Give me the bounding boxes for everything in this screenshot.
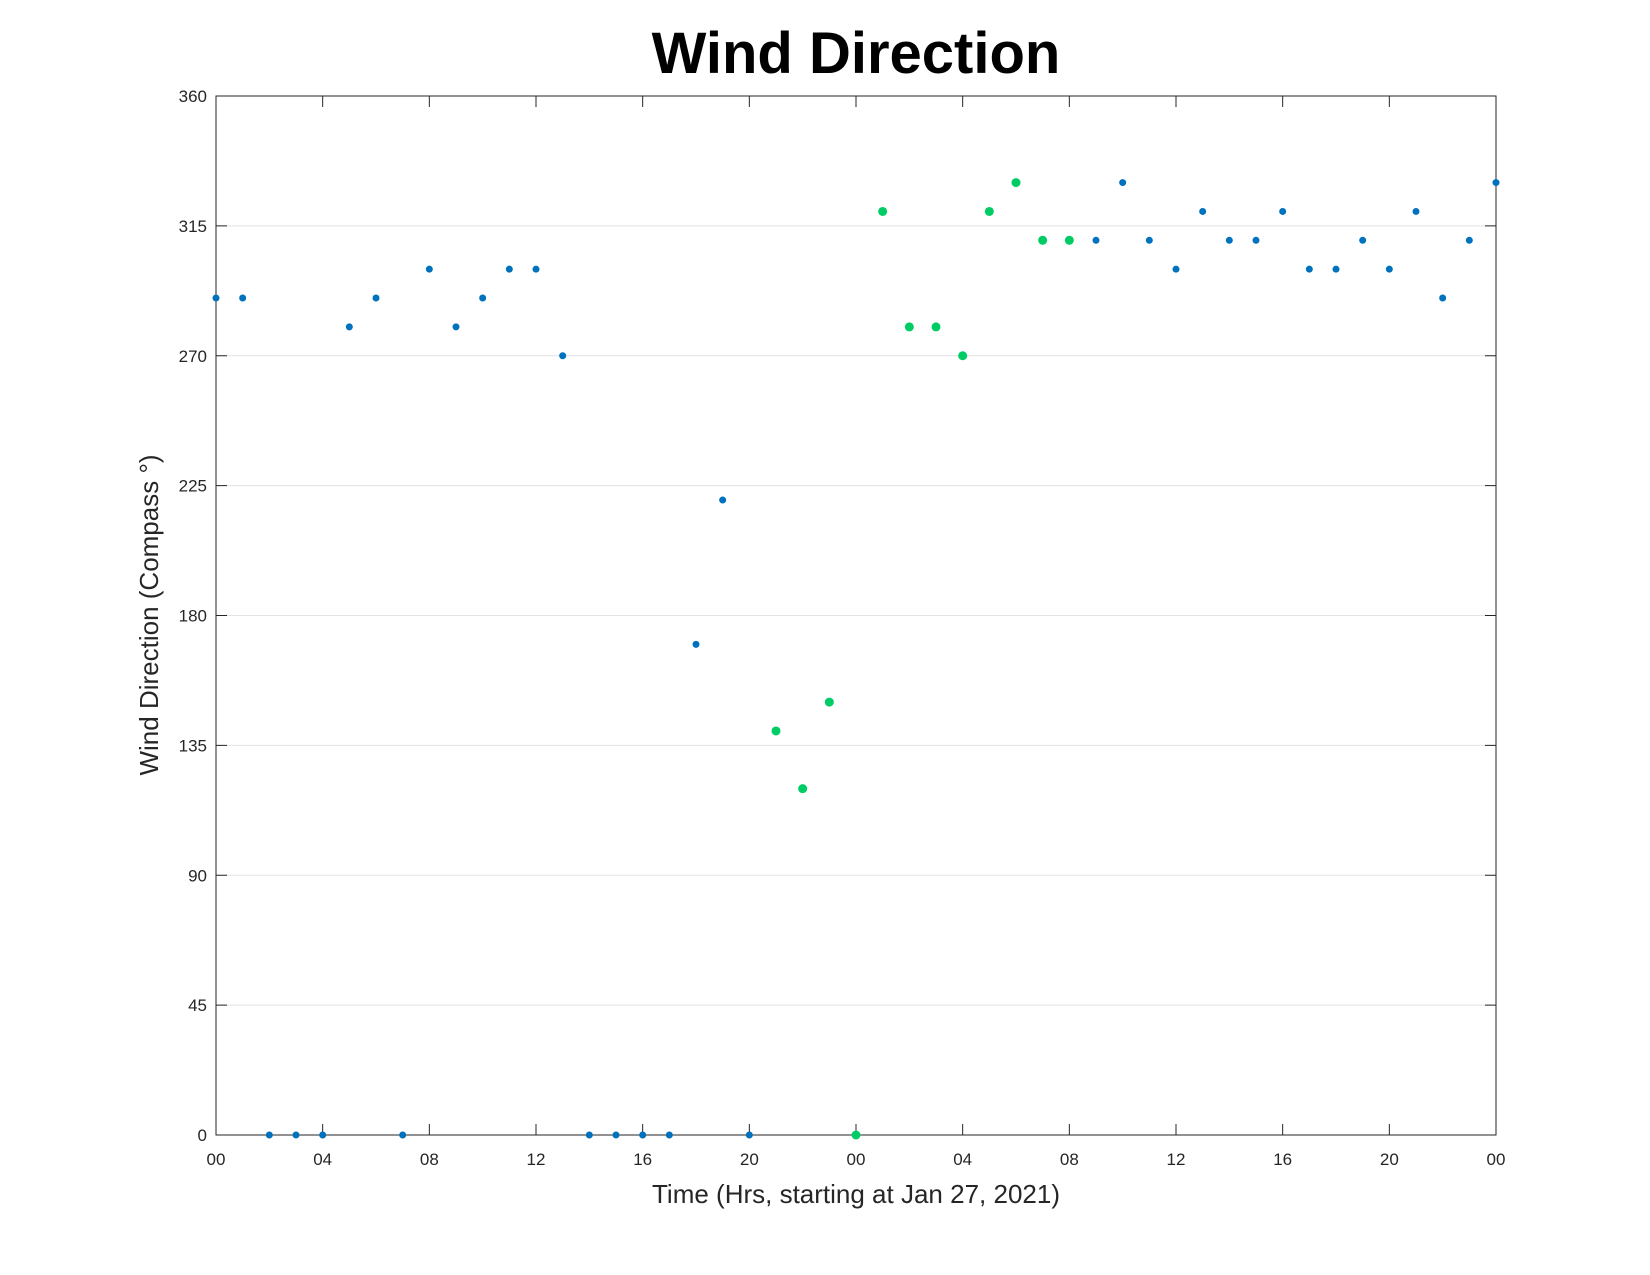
y-tick-label: 180 xyxy=(179,607,207,626)
data-point xyxy=(1038,235,1048,245)
data-point xyxy=(425,265,433,273)
data-point xyxy=(532,265,540,273)
x-tick-label: 04 xyxy=(313,1150,332,1169)
data-point xyxy=(1145,236,1153,244)
data-point xyxy=(479,294,487,302)
data-point xyxy=(1332,265,1340,273)
data-point xyxy=(1119,179,1127,187)
y-tick-label: 270 xyxy=(179,347,207,366)
data-point xyxy=(585,1131,593,1139)
data-point xyxy=(771,726,781,736)
data-point xyxy=(1279,207,1287,215)
x-tick-label: 00 xyxy=(207,1150,226,1169)
data-point xyxy=(878,206,888,216)
x-tick-label: 08 xyxy=(1060,1150,1079,1169)
data-point xyxy=(1305,265,1313,273)
data-point xyxy=(1412,207,1420,215)
x-tick-label: 00 xyxy=(1487,1150,1506,1169)
x-tick-label: 04 xyxy=(953,1150,972,1169)
x-tick-label: 12 xyxy=(527,1150,546,1169)
x-tick-label: 00 xyxy=(847,1150,866,1169)
data-point xyxy=(904,322,914,332)
x-axis-label: Time (Hrs, starting at Jan 27, 2021) xyxy=(652,1179,1060,1209)
data-point xyxy=(399,1131,407,1139)
chart-title: Wind Direction xyxy=(652,21,1061,86)
data-point xyxy=(931,322,941,332)
x-tick-label: 16 xyxy=(633,1150,652,1169)
y-tick-label: 315 xyxy=(179,217,207,236)
data-point xyxy=(239,294,247,302)
data-point xyxy=(1172,265,1180,273)
data-point xyxy=(345,323,353,331)
data-point xyxy=(1064,235,1074,245)
y-tick-label: 0 xyxy=(198,1126,207,1145)
data-point xyxy=(372,294,380,302)
data-point xyxy=(719,496,727,504)
data-point xyxy=(1359,236,1367,244)
data-point xyxy=(798,784,808,794)
data-point xyxy=(639,1131,647,1139)
data-point xyxy=(1011,178,1021,188)
data-point xyxy=(505,265,513,273)
data-point xyxy=(212,294,220,302)
x-tick-label: 16 xyxy=(1273,1150,1292,1169)
y-axis-label: Wind Direction (Compass °) xyxy=(134,454,164,775)
x-tick-label: 20 xyxy=(1380,1150,1399,1169)
grid-lines xyxy=(216,225,1496,1006)
y-ticks: 0 45 90 135 180 225 270 315 360 xyxy=(179,87,1496,1145)
x-tick-label: 08 xyxy=(420,1150,439,1169)
y-tick-label: 135 xyxy=(179,736,207,755)
data-point xyxy=(265,1131,273,1139)
data-points xyxy=(212,178,1500,1140)
data-point xyxy=(1225,236,1233,244)
y-tick-label: 45 xyxy=(188,996,207,1015)
x-ticks: 00 04 08 12 16 20 00 04 08 12 16 20 00 xyxy=(207,96,1506,1169)
data-point xyxy=(1465,236,1473,244)
data-point xyxy=(692,640,700,648)
data-point xyxy=(319,1131,327,1139)
data-point xyxy=(452,323,460,331)
data-point xyxy=(612,1131,620,1139)
data-point xyxy=(1199,207,1207,215)
data-point xyxy=(1385,265,1393,273)
y-tick-label: 90 xyxy=(188,866,207,885)
y-tick-label: 225 xyxy=(179,477,207,496)
data-point xyxy=(1252,236,1260,244)
data-point xyxy=(559,352,567,360)
data-point xyxy=(745,1131,753,1139)
data-point xyxy=(1092,236,1100,244)
x-tick-label: 20 xyxy=(740,1150,759,1169)
data-point xyxy=(824,697,834,707)
data-point xyxy=(984,206,994,216)
data-point xyxy=(851,1130,861,1140)
data-point xyxy=(1492,179,1500,187)
y-tick-label: 360 xyxy=(179,87,207,106)
data-point xyxy=(1439,294,1447,302)
x-tick-label: 12 xyxy=(1167,1150,1186,1169)
data-point xyxy=(665,1131,673,1139)
data-point xyxy=(292,1131,300,1139)
data-point xyxy=(958,351,968,361)
